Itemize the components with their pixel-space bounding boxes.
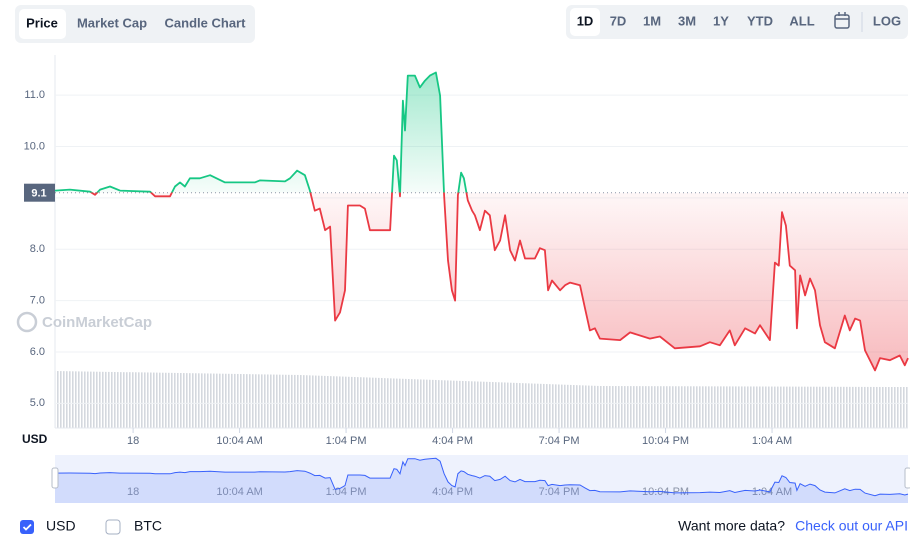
y-tick-label: 5.0	[30, 397, 45, 409]
baseline-label-box	[24, 183, 55, 202]
navigator-tick-label: 10:04 AM	[216, 486, 262, 498]
checkbox[interactable]	[105, 519, 121, 535]
x-tick-label: 4:04 PM	[432, 435, 473, 447]
y-axis-label: USD	[22, 432, 48, 446]
x-tick-label: 18	[127, 435, 139, 447]
navigator-handle[interactable]	[904, 467, 910, 489]
range-button[interactable]: 7D	[610, 13, 627, 28]
x-tick-label: 1:04 PM	[326, 435, 367, 447]
y-tick-label: 10.0	[24, 140, 45, 152]
y-tick-label: 7.0	[30, 294, 45, 306]
api-link[interactable]: Check out our API	[795, 518, 908, 534]
tab[interactable]: Market Cap	[77, 15, 147, 30]
navigator-area	[55, 458, 908, 503]
x-tick-label: 1:04 AM	[752, 435, 792, 447]
y-tick-label: 8.0	[30, 243, 45, 255]
y-tick-label: 6.0	[30, 346, 45, 358]
navigator	[55, 455, 908, 503]
y-tick-label: 11.0	[24, 89, 45, 101]
active-range	[570, 8, 600, 36]
tab[interactable]: Candle Chart	[165, 15, 247, 30]
calendar-icon[interactable]	[834, 12, 850, 29]
navigator-tick-label: 4:04 PM	[432, 486, 473, 498]
range-button[interactable]: YTD	[747, 13, 773, 28]
range-button[interactable]: 1Y	[713, 13, 729, 28]
range-button[interactable]: 3M	[678, 13, 696, 28]
navigator-tick-label: 18	[127, 486, 139, 498]
baseline-label: 9.1	[31, 188, 46, 200]
currency-label[interactable]: USD	[46, 518, 76, 534]
range-button[interactable]: 1D	[577, 13, 594, 28]
tab[interactable]: Price	[26, 15, 58, 30]
x-tick-label: 10:04 AM	[216, 435, 262, 447]
active-tab	[19, 9, 66, 39]
tab-group	[15, 5, 255, 43]
price-line	[54, 71, 909, 372]
footer-text: Want more data?	[678, 518, 785, 534]
navigator-tick-label: 7:04 PM	[539, 486, 580, 498]
check-mark	[22, 523, 32, 531]
navigator-line	[54, 457, 909, 497]
checkbox-checked[interactable]	[20, 520, 34, 534]
volume-bars	[55, 371, 908, 428]
range-group	[566, 5, 908, 39]
navigator-handle[interactable]	[51, 467, 59, 489]
x-tick-label: 10:04 PM	[642, 435, 689, 447]
navigator-tick-label: 1:04 AM	[752, 486, 792, 498]
currency-label[interactable]: BTC	[134, 518, 162, 534]
watermark-text: CoinMarketCap	[42, 314, 152, 331]
range-button[interactable]: ALL	[789, 13, 814, 28]
x-tick-label: 7:04 PM	[539, 435, 580, 447]
range-button[interactable]: 1M	[643, 13, 661, 28]
log-button[interactable]: LOG	[873, 13, 901, 28]
watermark: CoinMarketCap	[16, 311, 152, 333]
